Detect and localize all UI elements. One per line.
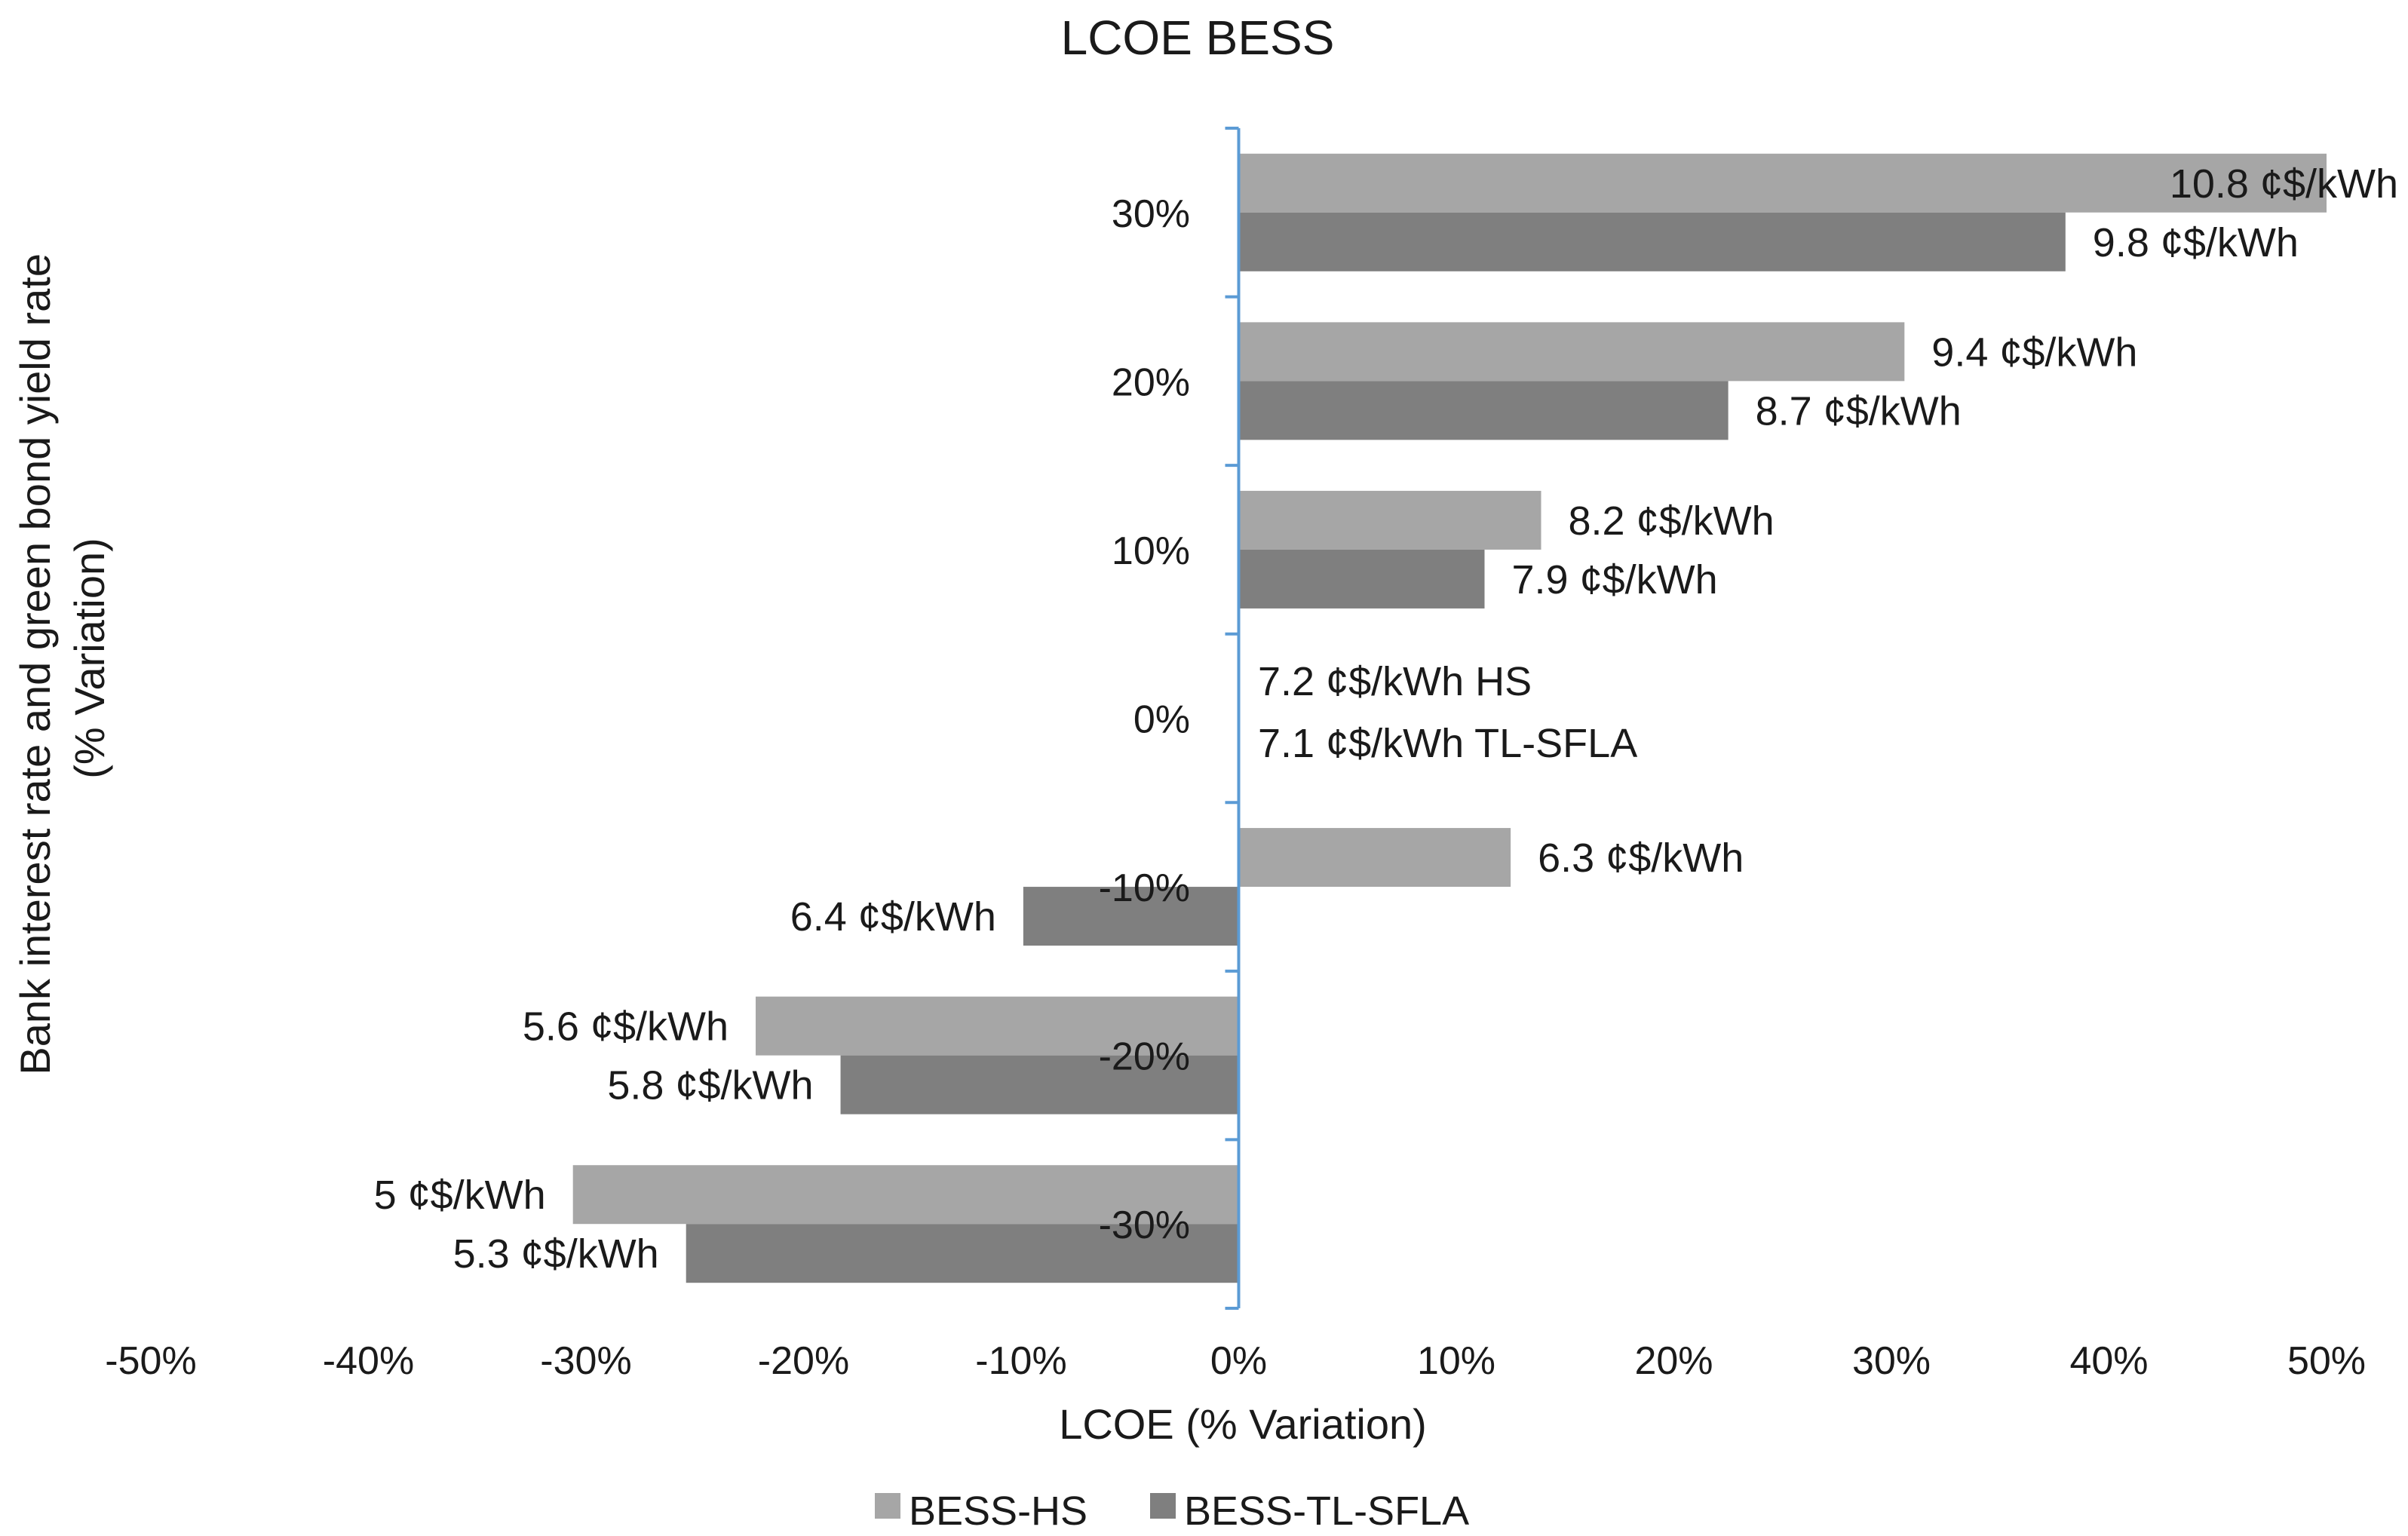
bar-bess-tl-sfla--20% bbox=[840, 1055, 1239, 1114]
legend-label-bess-hs: BESS-HS bbox=[909, 1488, 1087, 1534]
data-label-bess-tl-sfla-10%: 7.9 ¢$/kWh bbox=[1512, 557, 1718, 602]
x-tick-label--30%: -30% bbox=[540, 1339, 631, 1383]
y-tick-label-20%: 20% bbox=[1112, 360, 1190, 404]
x-axis-title: LCOE (% Variation) bbox=[1059, 1400, 1427, 1448]
bar-bess-hs-30% bbox=[1238, 153, 2327, 213]
legend-label-bess-tl-sfla: BESS-TL-SFLA bbox=[1184, 1488, 1469, 1534]
bar-bess-hs--10% bbox=[1238, 828, 1511, 888]
data-label-bess-hs--30%: 5 ¢$/kWh bbox=[374, 1173, 546, 1218]
y-tick-label--10%: -10% bbox=[1099, 866, 1190, 910]
y-axis-title-line-1: Bank interest rate and green bond yield … bbox=[11, 253, 59, 1075]
data-label-bess-hs--20%: 5.6 ¢$/kWh bbox=[523, 1004, 729, 1050]
x-tick-label-40%: 40% bbox=[2069, 1339, 2148, 1383]
x-tick-label-0%: 0% bbox=[1210, 1339, 1267, 1383]
bar-bess-tl-sfla-10% bbox=[1238, 549, 1485, 609]
data-label-bess-hs-10%: 8.2 ¢$/kWh bbox=[1569, 498, 1775, 544]
x-tick-label-50%: 50% bbox=[2287, 1339, 2366, 1383]
annotation-hs-baseline: 7.2 ¢$/kWh HS bbox=[1258, 659, 1532, 704]
labels-layer: 10.8 ¢$/kWh 9.4 ¢$/kWh 8.2 ¢$/kWh 6.3 ¢$/kW… bbox=[105, 161, 2398, 1383]
x-tick-label--20%: -20% bbox=[758, 1339, 849, 1383]
bar-bess-tl-sfla--30% bbox=[686, 1224, 1239, 1283]
bar-bess-hs--20% bbox=[756, 996, 1239, 1056]
legend-swatch-bess-tl-sfla bbox=[1150, 1493, 1176, 1519]
bar-bess-tl-sfla-30% bbox=[1238, 212, 2066, 271]
data-label-bess-tl-sfla-30%: 9.8 ¢$/kWh bbox=[2093, 220, 2299, 265]
chart-title: LCOE BESS bbox=[1061, 11, 1335, 65]
x-tick-label--40%: -40% bbox=[323, 1339, 414, 1383]
bar-bess-hs-20% bbox=[1238, 322, 1905, 382]
data-label-bess-tl-sfla-20%: 8.7 ¢$/kWh bbox=[1756, 388, 1962, 434]
y-tick-label--30%: -30% bbox=[1099, 1203, 1190, 1247]
x-tick-label--10%: -10% bbox=[975, 1339, 1066, 1383]
y-tick-label-10%: 10% bbox=[1112, 529, 1190, 573]
x-tick-label-10%: 10% bbox=[1417, 1339, 1495, 1383]
axis-layer bbox=[1225, 127, 1241, 1310]
data-label-bess-hs-30%: 10.8 ¢$/kWh bbox=[2170, 161, 2398, 207]
y-tick-label--20%: -20% bbox=[1099, 1035, 1190, 1079]
bar-bess-tl-sfla-20% bbox=[1238, 381, 1729, 440]
y-axis-title-line-2: (% Variation) bbox=[66, 538, 113, 779]
y-tick-label-0%: 0% bbox=[1133, 698, 1190, 742]
data-label-bess-tl-sfla--10%: 6.4 ¢$/kWh bbox=[790, 894, 996, 940]
x-tick-label-20%: 20% bbox=[1634, 1339, 1713, 1383]
y-axis-title: Bank interest rate and green bond yield … bbox=[11, 241, 113, 1075]
data-label-bess-hs-20%: 9.4 ¢$/kWh bbox=[1931, 330, 2137, 375]
bar-bess-hs-10% bbox=[1238, 490, 1541, 550]
bar-bess-hs--30% bbox=[572, 1165, 1239, 1225]
bars-layer bbox=[572, 153, 2327, 1283]
legend-swatch-bess-hs bbox=[875, 1493, 900, 1519]
data-label-bess-tl-sfla--20%: 5.8 ¢$/kWh bbox=[607, 1063, 813, 1108]
y-tick-label-30%: 30% bbox=[1112, 192, 1190, 236]
annotation-tl-sfla-baseline: 7.1 ¢$/kWh TL-SFLA bbox=[1258, 721, 1637, 766]
data-label-bess-tl-sfla--30%: 5.3 ¢$/kWh bbox=[453, 1231, 659, 1277]
bar-bess-tl-sfla--10% bbox=[1023, 887, 1239, 946]
data-label-bess-hs--10%: 6.3 ¢$/kWh bbox=[1538, 835, 1744, 881]
x-tick-label--50%: -50% bbox=[105, 1339, 196, 1383]
legend: BESS-HS BESS-TL-SFLA bbox=[875, 1488, 1469, 1534]
x-tick-label-30%: 30% bbox=[1852, 1339, 1931, 1383]
